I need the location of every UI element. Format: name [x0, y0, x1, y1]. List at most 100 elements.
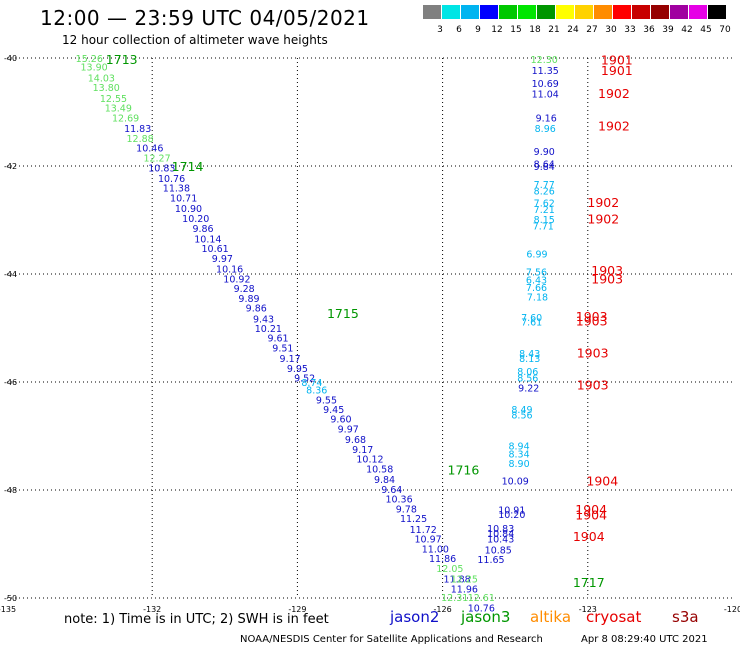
wave-height-value: 10.20 [498, 510, 525, 521]
wave-height-value: 9.43 [253, 314, 274, 325]
colorbar-swatch [498, 5, 517, 19]
pass-label: 1902 [587, 195, 619, 210]
pass-label: 1716 [448, 462, 480, 477]
colorbar-label: 27 [586, 25, 598, 35]
pass-labels: 1713171417151716171719011901190219021902… [106, 52, 633, 590]
wave-height-value: 8.36 [306, 386, 327, 397]
wave-height-value: 10.12 [356, 455, 383, 466]
wave-height-value: 7.18 [527, 293, 548, 304]
wave-height-value: 10.20 [182, 214, 209, 225]
wave-height-value: 9.51 [272, 343, 293, 354]
wave-height-value: 9.86 [192, 224, 213, 235]
wave-height-value: 6.43 [526, 275, 547, 286]
wave-height-value: 11.65 [477, 555, 504, 566]
colorbar-label: 6 [456, 25, 462, 35]
wave-height-value: 10.83 [487, 524, 514, 535]
colorbar-swatch [536, 5, 555, 19]
colorbar-swatch [422, 5, 441, 19]
wave-height-value: 7.61 [521, 318, 542, 329]
wave-height-value: 9.97 [338, 424, 359, 435]
wave-height-value: 8.64 [534, 159, 555, 170]
x-tick-label: -126 [434, 605, 452, 614]
y-tick-label: -40 [4, 54, 17, 63]
pass-label: 1714 [172, 159, 204, 174]
wave-height-value: 12.25 [451, 575, 478, 586]
wave-height-value: 12.31 [441, 593, 468, 604]
colorbar-swatch [669, 5, 688, 19]
pass-label: 1902 [598, 86, 630, 101]
wave-height-value: 6.99 [526, 249, 547, 260]
colorbar-label: 21 [548, 25, 560, 35]
wave-height-value: 8.26 [534, 186, 555, 197]
wave-height-value: 10.90 [175, 204, 202, 215]
pass-label: 1713 [106, 52, 138, 67]
wave-height-value: 12.88 [126, 134, 153, 145]
wave-height-value: 8.15 [534, 215, 555, 226]
wave-height-value: 9.52 [294, 374, 315, 385]
wave-height-value: 11.00 [422, 544, 449, 555]
wave-height-value: 11.72 [410, 525, 437, 536]
wave-height-value: 8.56 [517, 374, 538, 385]
x-tick-label: -129 [288, 605, 306, 614]
x-tick-label: -123 [579, 605, 597, 614]
wave-height-value: 10.97 [414, 535, 441, 546]
colorbar-label: 30 [605, 25, 617, 35]
wave-height-value: 9.90 [534, 147, 555, 158]
wave-height-value: 13.90 [81, 63, 108, 74]
y-tick-label: -48 [4, 486, 17, 495]
wave-height-value: 10.61 [202, 244, 229, 255]
wave-height-value: 7.66 [526, 283, 547, 294]
map-subtitle: 12 hour collection of altimeter wave hei… [62, 33, 328, 47]
colorbar-label: 3 [437, 25, 443, 35]
colorbar-swatch [555, 5, 574, 19]
wave-height-value: 9.28 [234, 284, 255, 295]
wave-height-value: 10.85 [485, 545, 512, 556]
wave-height-value: 11.86 [429, 554, 456, 565]
wave-height-value: 11.83 [124, 124, 151, 135]
colorbar-swatch [460, 5, 479, 19]
wave-height-value: 10.69 [532, 79, 559, 90]
pass-label: 1901 [601, 63, 633, 78]
colorbar-swatch [593, 5, 612, 19]
y-tick-label: -50 [4, 594, 17, 603]
wave-height-value: 10.92 [223, 274, 250, 285]
colorbar-swatch [707, 5, 726, 19]
x-tick-label: -135 [0, 605, 16, 614]
wave-height-value: 12.05 [436, 564, 463, 575]
pass-label: 1903 [576, 313, 608, 328]
wave-height-value: 7.60 [521, 313, 542, 324]
wave-height-value: 9.78 [396, 504, 417, 515]
wave-height-value: 9.45 [323, 405, 344, 416]
wave-height-value: 8.56 [511, 410, 532, 421]
wave-height-value: 9.84 [534, 162, 555, 173]
pass-label: 1903 [577, 378, 609, 393]
colorbar-label: 9 [475, 25, 481, 35]
wave-height-value: 12.27 [143, 153, 170, 164]
wave-height-value: 10.91 [498, 505, 525, 516]
colorbar-label: 45 [700, 25, 712, 35]
wave-height-value: 10.76 [468, 604, 495, 615]
pass-label: 1903 [576, 309, 608, 324]
wave-height-value: 8.43 [519, 349, 540, 360]
wave-height-value: 12.55 [100, 94, 127, 105]
wave-height-value: 10.84 [487, 529, 514, 540]
colorbar-label: 42 [681, 25, 693, 35]
wave-height-value: 9.89 [238, 294, 259, 305]
wave-height-value: 15.26 [76, 54, 103, 65]
colorbar-swatch [479, 5, 498, 19]
pass-label: 1903 [591, 263, 623, 278]
wave-height-value: 12.30 [531, 55, 558, 66]
pass-label: 1903 [591, 271, 623, 286]
wave-height-value: 7.62 [534, 199, 555, 210]
colorbar-label: 24 [567, 25, 579, 35]
legend-jason3: jason3 [461, 608, 511, 626]
units-note: note: 1) Time is in UTC; 2) SWH is in fe… [64, 612, 329, 627]
wave-height-value: 9.64 [381, 485, 402, 496]
footer-source: NOAA/NESDIS Center for Satellite Applica… [240, 634, 543, 645]
x-tick-label: -132 [143, 605, 161, 614]
axis-tick-labels: -135 -132 -129 -126 -123 -120 -40 -42 -44 -46 -48 -… [0, 54, 740, 614]
wave-height-value: 8.94 [508, 442, 529, 453]
wave-height-value: 9.97 [212, 254, 233, 265]
wave-height-value: 12.61 [468, 593, 495, 604]
